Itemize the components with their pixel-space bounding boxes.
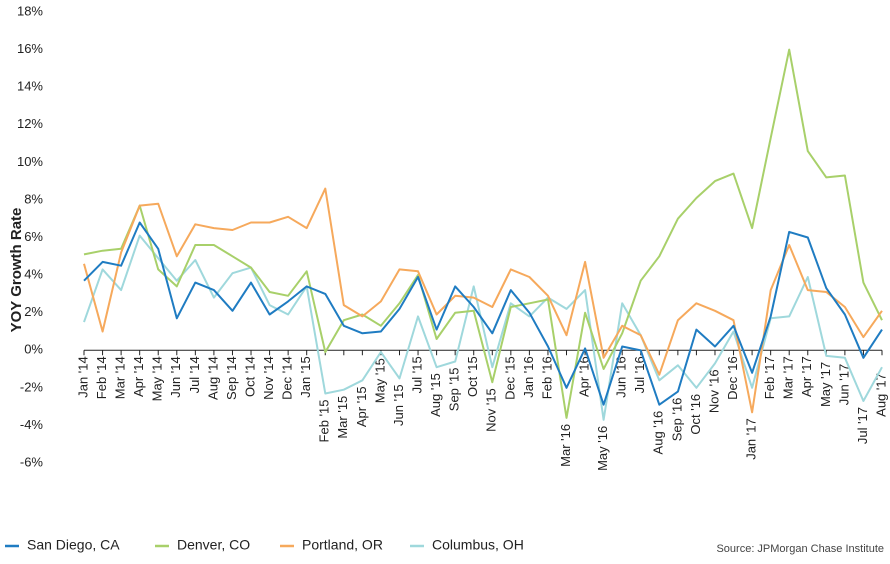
x-tick-label: Feb '17 xyxy=(762,356,777,399)
y-tick-label: 12% xyxy=(17,116,43,131)
x-tick-label: Aug '16 xyxy=(651,411,666,455)
x-tick-label: Jul '14 xyxy=(187,356,202,393)
x-tick-label: Jan '14 xyxy=(75,356,90,398)
x-tick-label: Dec '14 xyxy=(280,356,295,400)
y-tick-label: 10% xyxy=(17,154,43,169)
y-tick-label: 18% xyxy=(17,3,43,18)
x-tick-label: Jul '16 xyxy=(632,356,647,393)
y-tick-label: 6% xyxy=(24,229,43,244)
x-tick-label: Dec '15 xyxy=(502,356,517,400)
x-tick-label: Mar '16 xyxy=(558,424,573,467)
series-line xyxy=(83,48,883,419)
x-tick-label: Jul '17 xyxy=(855,407,870,444)
y-tick-label: 0% xyxy=(24,342,43,357)
y-tick-label: 8% xyxy=(24,191,43,206)
x-tick-label: Jun '14 xyxy=(168,356,183,398)
y-tick-label: 14% xyxy=(17,79,43,94)
x-tick-label: May '16 xyxy=(595,426,610,471)
x-tick-label: May '17 xyxy=(818,362,833,407)
legend-label: San Diego, CA xyxy=(27,537,120,553)
x-tick-label: Dec '16 xyxy=(725,356,740,400)
y-tick-label: -4% xyxy=(20,417,44,432)
x-tick-label: Jan '17 xyxy=(744,418,759,460)
x-tick-label: Mar '15 xyxy=(335,396,350,439)
x-tick-label: May '15 xyxy=(372,358,387,403)
y-axis-title: YOY Growth Rate xyxy=(8,208,25,333)
x-tick-label: Nov '14 xyxy=(261,356,276,400)
x-tick-label: Mar '17 xyxy=(781,356,796,399)
x-tick-label: Feb '15 xyxy=(317,399,332,442)
x-tick-label: Sep '16 xyxy=(669,398,684,442)
x-tick-label: Apr '14 xyxy=(131,356,146,397)
x-tick-label: May '14 xyxy=(150,356,165,401)
x-tick-label: Jul '15 xyxy=(409,356,424,393)
x-tick-label: Aug '14 xyxy=(205,356,220,400)
legend-label: Denver, CO xyxy=(177,537,250,553)
x-tick-label: Aug '15 xyxy=(428,373,443,417)
x-tick-label: Jan '15 xyxy=(298,356,313,398)
legend-label: Columbus, OH xyxy=(432,537,524,553)
x-tick-label: Jan '16 xyxy=(521,356,536,398)
y-tick-label: 4% xyxy=(24,267,43,282)
legend-label: Portland, OR xyxy=(302,537,383,553)
x-tick-label: Mar '14 xyxy=(113,356,128,399)
x-tick-label: Jun '16 xyxy=(614,356,629,398)
x-tick-label: Apr '17 xyxy=(799,356,814,397)
y-tick-label: -6% xyxy=(20,454,44,469)
y-tick-label: 2% xyxy=(24,304,43,319)
x-tick-label: Apr '16 xyxy=(577,356,592,397)
x-tick-label: Nov '16 xyxy=(706,369,721,413)
x-tick-label: Jun '15 xyxy=(391,384,406,426)
x-tick-label: Oct '16 xyxy=(688,394,703,435)
x-tick-label: Aug '17 xyxy=(873,373,888,417)
x-tick-label: Jun '17 xyxy=(836,364,851,406)
x-tick-label: Sep '14 xyxy=(224,356,239,400)
x-tick-label: Nov '15 xyxy=(484,388,499,432)
source-note: Source: JPMorgan Chase Institute xyxy=(716,543,884,555)
y-tick-label: 16% xyxy=(17,41,43,56)
x-tick-label: Feb '16 xyxy=(539,356,554,399)
x-tick-label: Oct '15 xyxy=(465,356,480,397)
x-tick-label: Feb '14 xyxy=(94,356,109,399)
y-tick-label: -2% xyxy=(20,379,44,394)
series-line xyxy=(83,187,883,414)
series-line xyxy=(83,221,883,406)
x-tick-label: Oct '14 xyxy=(242,356,257,397)
x-tick-label: Apr '15 xyxy=(354,386,369,427)
x-tick-label: Sep '15 xyxy=(447,368,462,412)
